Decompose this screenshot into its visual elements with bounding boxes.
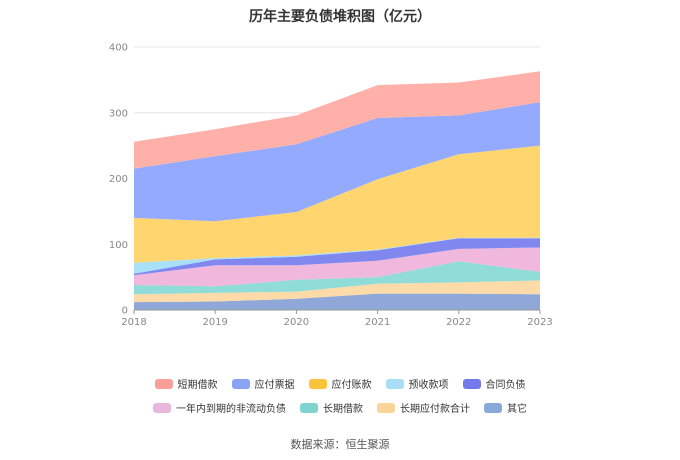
legend-row: 短期借款 应付票据 应付账款 预收款项 合同负债 — [0, 376, 680, 391]
x-tick-label: 2021 — [365, 317, 390, 328]
legend-swatch — [308, 378, 327, 389]
legend-row: 一年内到期的非流动负债 长期借款 长期应付款合计 其它 — [0, 400, 680, 415]
area-series-7[interactable]: 应付账款 — [134, 145, 540, 263]
x-tick-label: 2022 — [446, 317, 471, 328]
area-series-3[interactable]: 长期借款 — [134, 261, 540, 295]
y-tick-label: 100 — [109, 240, 128, 251]
legend-item[interactable]: 其它 — [484, 400, 527, 415]
legend-item[interactable]: 应付票据 — [231, 376, 295, 391]
legend-swatch — [154, 378, 173, 389]
x-tick-label: 2020 — [284, 317, 309, 328]
legend-swatch — [377, 402, 395, 413]
legend-item[interactable]: 一年内到期的非流动负债 — [153, 400, 286, 415]
legend-item[interactable]: 长期借款 — [300, 400, 363, 415]
y-tick-label: 400 — [109, 43, 128, 54]
legend-label: 长期应付款合计 — [400, 404, 470, 415]
stacked-area-chart: 0 100 200 300 400 其它长期应付款合计长期借款一年内到期的非流动负债合同负… — [109, 43, 553, 329]
legend-label: 长期借款 — [323, 404, 363, 415]
legend: 短期借款 应付票据 应付账款 预收款项 合同负债一年内到期的非流动负债 长期借款 长期应付款… — [0, 376, 680, 424]
legend-swatch — [231, 378, 250, 389]
x-tick-label: 2018 — [121, 317, 146, 328]
data-source-note: 数据来源：恒生聚源 — [290, 438, 390, 451]
legend-item[interactable]: 应付账款 — [308, 376, 372, 391]
legend-swatch — [153, 402, 171, 413]
legend-label: 应付票据 — [254, 380, 295, 391]
area-series-4[interactable]: 一年内到期的非流动负债 — [134, 247, 540, 287]
y-tick-label: 0 — [122, 306, 128, 317]
y-tick-label: 200 — [109, 174, 128, 185]
legend-label: 合同负债 — [485, 380, 526, 391]
legend-item[interactable]: 合同负债 — [462, 376, 526, 391]
legend-item[interactable]: 长期应付款合计 — [377, 400, 470, 415]
x-tick-label: 2019 — [202, 317, 227, 328]
x-tick-label: 2023 — [527, 317, 552, 328]
chart-title: 历年主要负债堆积图（亿元） — [249, 9, 431, 25]
y-tick-label: 300 — [109, 108, 128, 119]
legend-item[interactable]: 短期借款 — [154, 376, 218, 391]
area-series-1[interactable]: 其它 — [134, 293, 540, 310]
legend-swatch — [385, 378, 404, 389]
legend-item[interactable]: 预收款项 — [385, 376, 449, 391]
legend-label: 一年内到期的非流动负债 — [176, 404, 286, 415]
area-series-8[interactable]: 应付票据 — [134, 102, 540, 222]
area-series-5[interactable]: 合同负债 — [134, 238, 540, 276]
legend-label: 应付账款 — [331, 380, 372, 391]
legend-swatch — [462, 378, 481, 389]
area-series-2[interactable]: 长期应付款合计 — [134, 280, 540, 303]
legend-label: 预收款项 — [408, 380, 449, 391]
area-series-9[interactable]: 短期借款 — [134, 71, 540, 169]
legend-label: 其它 — [507, 404, 527, 415]
legend-swatch — [484, 402, 502, 413]
legend-label: 短期借款 — [177, 380, 218, 391]
legend-swatch — [300, 402, 318, 413]
